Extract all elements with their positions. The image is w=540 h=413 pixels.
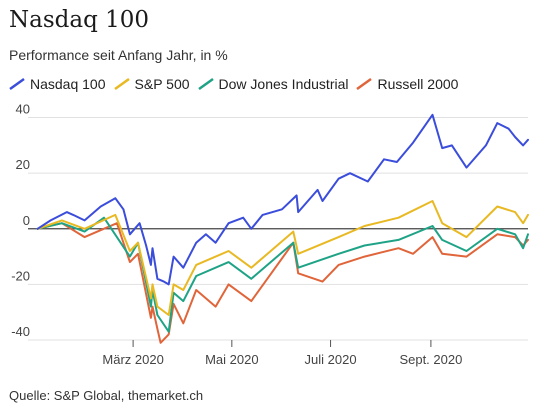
legend-item-dow-jones: Dow Jones Industrial — [197, 76, 349, 92]
legend-line-icon — [113, 77, 130, 91]
series-line-s-p-500 — [36, 200, 529, 316]
series-line-nasdaq-100 — [36, 113, 529, 286]
source-note: Quelle: S&P Global, themarket.ch — [9, 388, 204, 403]
series-line-russell-2000 — [36, 222, 529, 344]
y-tick-label: -20 — [11, 268, 30, 283]
legend-line-icon — [356, 77, 373, 91]
legend-label: S&P 500 — [134, 76, 190, 92]
y-tick-label: -40 — [11, 324, 30, 339]
legend-label: Dow Jones Industrial — [218, 76, 349, 92]
chart-legend: Nasdaq 100 S&P 500 Dow Jones Industrial … — [9, 76, 466, 92]
legend-item-sp-500: S&P 500 — [113, 76, 190, 92]
y-tick-label: 40 — [16, 102, 30, 117]
x-tick-label: Mai 2020 — [205, 352, 258, 367]
x-tick-label: Juli 2020 — [305, 352, 357, 367]
chart-subtitle: Performance seit Anfang Jahr, in % — [9, 47, 228, 63]
chart-title: Nasdaq 100 — [9, 7, 150, 33]
series-line-dow-jones-industrial — [36, 216, 529, 333]
legend-line-icon — [9, 77, 25, 91]
x-tick-label: März 2020 — [102, 352, 163, 367]
x-tick-label: Sept. 2020 — [399, 352, 462, 367]
legend-line-icon — [197, 77, 214, 91]
y-tick-label: 0 — [23, 213, 30, 228]
legend-item-nasdaq-100: Nasdaq 100 — [9, 76, 106, 92]
y-tick-label: 20 — [16, 157, 30, 172]
legend-item-russell-2000: Russell 2000 — [356, 76, 458, 92]
legend-label: Nasdaq 100 — [30, 76, 106, 92]
legend-label: Russell 2000 — [377, 76, 459, 92]
